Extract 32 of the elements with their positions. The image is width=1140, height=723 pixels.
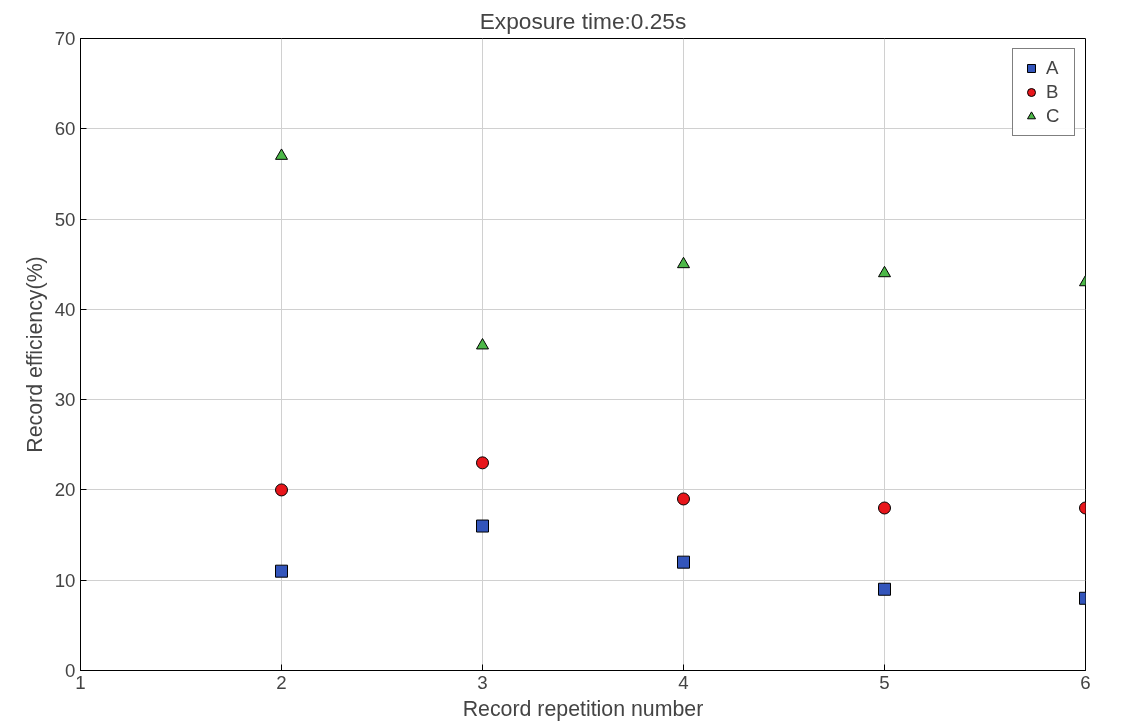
chart-title: Exposure time:0.25s (479, 7, 687, 34)
point (677, 555, 690, 569)
y-tick-label: 70 (54, 28, 76, 49)
x-tick-label: 6 (1080, 671, 1091, 693)
x-tick-label: 2 (276, 671, 287, 693)
legend-label: C (1046, 105, 1061, 127)
y-tick-label: 60 (54, 118, 76, 140)
point (878, 265, 891, 278)
point (476, 456, 489, 470)
y-tick-label: 50 (54, 208, 76, 230)
x-tick-label: 1 (75, 671, 86, 693)
y-tick-label: 40 (54, 298, 76, 320)
point (275, 483, 288, 497)
point (677, 492, 690, 506)
point (476, 519, 489, 533)
x-tick-label: 4 (678, 671, 689, 693)
y-tick-label: 20 (54, 479, 76, 501)
y-tick-label: 30 (54, 389, 76, 411)
y-axis-title: Record efficiency(%) (22, 256, 47, 453)
point (878, 582, 891, 596)
x-tick-label: 5 (879, 671, 890, 693)
point (476, 338, 489, 350)
point (878, 501, 891, 515)
x-tick-label: 3 (477, 671, 488, 693)
y-tick-label: 10 (54, 569, 76, 591)
point (677, 256, 690, 269)
point (275, 564, 288, 578)
x-axis-title: Record repetition number (462, 696, 704, 721)
point (275, 148, 288, 160)
y-tick-label: 0 (65, 660, 76, 681)
legend-label: A (1046, 57, 1060, 79)
legend-label: B (1046, 81, 1060, 103)
